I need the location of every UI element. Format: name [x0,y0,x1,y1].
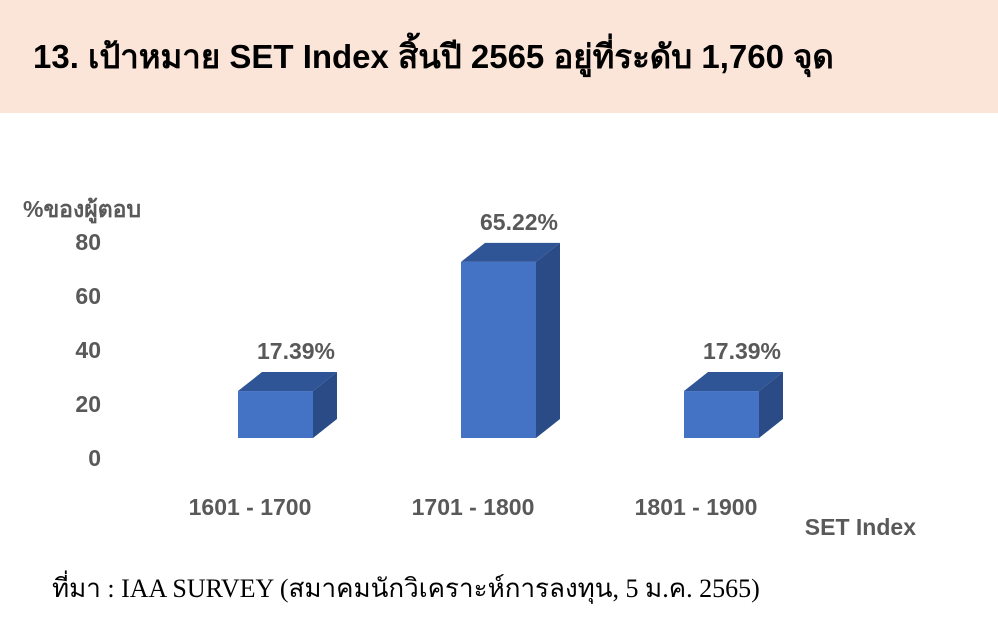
y-tick-label: 0 [88,445,101,471]
page-title: 13. เป้าหมาย SET Index สิ้นปี 2565 อยู่ท… [33,38,834,75]
x-axis-title: SET Index [805,514,916,540]
bars [238,242,783,438]
bar-front-face [684,391,759,438]
bar [238,372,337,438]
y-axis-title: %ของผู้ตอบ [23,196,141,224]
x-tick-label: 1701 - 1800 [412,494,535,520]
data-label: 65.22% [480,209,558,235]
bar-front-face [461,261,536,438]
bar [461,242,560,438]
x-tick-label: 1801 - 1900 [635,494,758,520]
y-tick-label: 20 [75,391,101,417]
bar-top-face [461,242,560,262]
bar-side-face [536,242,560,438]
data-label: 17.39% [257,338,335,364]
y-axis-title-group: %ของผู้ตอบ [23,196,141,224]
bar-side-face [759,372,783,438]
bar-side-face [313,372,337,438]
x-tick-label: 1601 - 1700 [189,494,312,520]
y-tick-label: 40 [75,337,101,363]
data-labels: 17.39% 65.22% 17.39% [257,209,781,364]
y-tick-labels: 0 20 40 60 80 [75,229,101,471]
data-label: 17.39% [703,338,781,364]
x-tick-labels: 1601 - 1700 1701 - 1800 1801 - 1900 [189,494,758,520]
title-banner: 13. เป้าหมาย SET Index สิ้นปี 2565 อยู่ท… [0,0,998,113]
bar-top-face [684,372,783,392]
bar [684,372,783,438]
y-tick-label: 60 [75,283,101,309]
bar-top-face [238,372,337,392]
x-axis-title-group: SET Index [805,514,916,540]
source-note: ที่มา : IAA SURVEY (สมาคมนักวิเคราะห์การ… [52,574,760,603]
bar-front-face [238,391,313,438]
y-tick-label: 80 [75,229,101,255]
